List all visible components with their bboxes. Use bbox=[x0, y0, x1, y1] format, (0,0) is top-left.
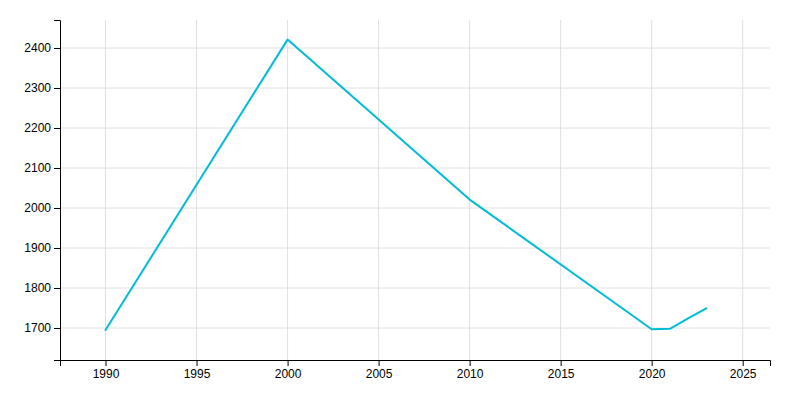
y-tick-mark bbox=[54, 168, 60, 169]
y-grid-line bbox=[60, 128, 770, 129]
y-tick-label: 2200 bbox=[24, 121, 51, 135]
x-tick: 1990 bbox=[93, 360, 120, 381]
x-tick-mark bbox=[470, 360, 471, 366]
x-tick-label: 2020 bbox=[639, 367, 666, 381]
x-tick: 2000 bbox=[275, 360, 302, 381]
y-tick-mark bbox=[54, 328, 60, 329]
x-grid-line bbox=[196, 20, 197, 360]
y-tick-mark bbox=[54, 128, 60, 129]
x-grid-line bbox=[378, 20, 379, 360]
x-tick-label: 2015 bbox=[548, 367, 575, 381]
x-tick-label: 2005 bbox=[366, 367, 393, 381]
x-axis-line bbox=[61, 361, 771, 367]
x-grid-line bbox=[469, 20, 470, 360]
y-grid-line bbox=[60, 168, 770, 169]
x-grid-line bbox=[560, 20, 561, 360]
x-tick: 2020 bbox=[639, 360, 666, 381]
y-tick-label: 1900 bbox=[24, 241, 51, 255]
y-axis: 1700 1800 1900 2000 2100 2200 2300 2400 bbox=[24, 21, 60, 361]
x-tick: 2025 bbox=[730, 360, 757, 381]
y-tick-label: 1800 bbox=[24, 281, 51, 295]
y-tick-label: 1700 bbox=[24, 321, 51, 335]
data-line bbox=[106, 40, 707, 330]
y-tick-mark bbox=[54, 88, 60, 89]
y-tick-mark bbox=[54, 48, 60, 49]
y-tick: 1900 bbox=[24, 241, 60, 255]
x-tick-label: 2025 bbox=[730, 367, 757, 381]
x-tick-mark bbox=[379, 360, 380, 366]
y-tick: 2200 bbox=[24, 121, 60, 135]
x-tick: 2010 bbox=[457, 360, 484, 381]
y-tick: 1700 bbox=[24, 321, 60, 335]
y-tick-label: 2400 bbox=[24, 41, 51, 55]
y-tick-mark bbox=[54, 208, 60, 209]
x-tick-mark bbox=[652, 360, 653, 366]
x-tick-mark bbox=[106, 360, 107, 366]
y-tick: 2400 bbox=[24, 41, 60, 55]
x-tick: 2015 bbox=[548, 360, 575, 381]
y-tick-mark bbox=[54, 288, 60, 289]
x-tick-mark bbox=[288, 360, 289, 366]
x-tick-mark bbox=[743, 360, 744, 366]
marks bbox=[106, 40, 707, 330]
y-grid-line bbox=[60, 88, 770, 89]
y-tick-label: 2000 bbox=[24, 201, 51, 215]
y-tick: 2300 bbox=[24, 81, 60, 95]
y-tick-label: 2100 bbox=[24, 161, 51, 175]
x-grid-line bbox=[742, 20, 743, 360]
x-grid-line bbox=[651, 20, 652, 360]
x-tick-mark bbox=[197, 360, 198, 366]
grid bbox=[60, 20, 770, 360]
x-tick-label: 1990 bbox=[93, 367, 120, 381]
x-grid-line bbox=[287, 20, 288, 360]
y-grid-line bbox=[60, 48, 770, 49]
y-tick: 1800 bbox=[24, 281, 60, 295]
y-axis-line bbox=[54, 21, 61, 361]
y-grid-line bbox=[60, 208, 770, 209]
y-tick-mark bbox=[54, 248, 60, 249]
x-tick: 2005 bbox=[366, 360, 393, 381]
x-tick-label: 2000 bbox=[275, 367, 302, 381]
x-grid-line bbox=[105, 20, 106, 360]
x-tick-label: 2010 bbox=[457, 367, 484, 381]
y-tick-label: 2300 bbox=[24, 81, 51, 95]
y-tick: 2000 bbox=[24, 201, 60, 215]
x-axis: 1990 1995 2000 2005 2010 2015 2020 2025 bbox=[61, 360, 771, 381]
y-tick: 2100 bbox=[24, 161, 60, 175]
x-tick: 1995 bbox=[184, 360, 211, 381]
y-grid-line bbox=[60, 248, 770, 249]
plot: 1990 1995 2000 2005 2010 2015 2020 2025 1700 1800… bbox=[24, 20, 770, 381]
x-tick-label: 1995 bbox=[184, 367, 211, 381]
x-tick-mark bbox=[561, 360, 562, 366]
y-grid-line bbox=[60, 288, 770, 289]
chart: 1990 1995 2000 2005 2010 2015 2020 2025 1700 1800… bbox=[0, 0, 800, 400]
